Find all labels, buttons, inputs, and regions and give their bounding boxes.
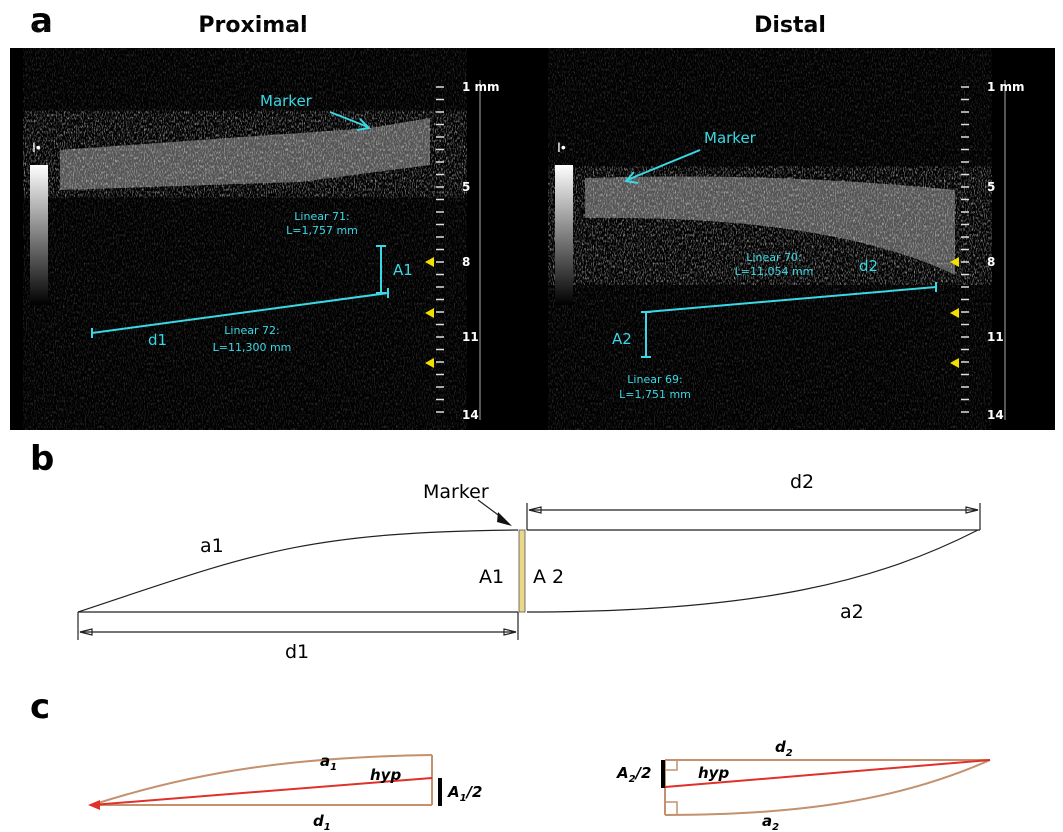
label: hyp [370, 766, 401, 784]
triangles [88, 755, 990, 815]
ultrasound-texture [60, 60, 430, 420]
label: hyp [698, 764, 729, 782]
annotation: Linear 71: [294, 210, 349, 223]
panel-label: c [30, 687, 50, 727]
annotation: Marker [423, 481, 489, 503]
annotation: Linear 69: [627, 373, 682, 386]
icon: I• [557, 139, 566, 155]
label: a2 [840, 601, 864, 623]
scale-label: 14 [462, 408, 479, 422]
scale-label: 11 [462, 330, 479, 344]
scale-label: 11 [987, 330, 1004, 344]
annotation: d2 [859, 257, 878, 275]
annotation: A2 [612, 330, 632, 348]
label: d1 [285, 641, 309, 663]
label: a1 [200, 535, 224, 557]
annotation: Linear 72: [224, 324, 279, 337]
annotation: d1 [148, 331, 167, 349]
label: d1 [313, 812, 331, 832]
label: A 2 [533, 566, 564, 588]
scale-label: 8 [987, 255, 995, 269]
annotation: L=1,757 mm [286, 224, 358, 237]
scale-label: 5 [462, 180, 470, 194]
annotation: L=1,751 mm [619, 388, 691, 401]
scale-label: 5 [987, 180, 995, 194]
label: d2 [790, 471, 814, 493]
label: a1 [320, 752, 337, 773]
label: A1/2 [447, 783, 483, 804]
arrow-head [497, 512, 512, 526]
label: d2 [775, 738, 793, 759]
gain-bar [555, 165, 573, 305]
annotation: L=11,300 mm [213, 341, 292, 354]
panel-title: Distal [754, 13, 826, 38]
annotation: L=11,054 mm [735, 265, 814, 278]
panel-title: Proximal [198, 13, 307, 38]
panel-label: b [30, 439, 54, 479]
annotation: A1 [393, 261, 413, 279]
label: A1 [479, 566, 504, 588]
scale-label: 8 [462, 255, 470, 269]
annotation: Linear 70: [746, 251, 801, 264]
icon: I• [32, 139, 41, 155]
annotation: Marker [260, 92, 313, 110]
scale-label: 1 mm [987, 80, 1025, 94]
annotation: Marker [704, 129, 757, 147]
scale-label: 1 mm [462, 80, 500, 94]
scale-label: 14 [987, 408, 1004, 422]
figure: a Proximal Distal I• I• Marker Linear 71… [0, 0, 1063, 832]
label: a2 [762, 812, 779, 832]
gain-bar [30, 165, 48, 305]
label: A2/2 [616, 764, 652, 785]
marker-bar [519, 530, 525, 612]
panel-label: a [30, 1, 53, 41]
